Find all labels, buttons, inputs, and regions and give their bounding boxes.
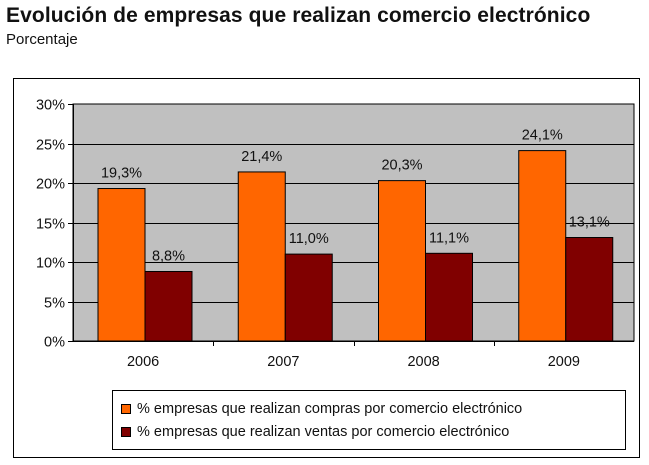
x-tick-label: 2009 bbox=[548, 354, 580, 370]
data-label-compras-2006: 19,3% bbox=[101, 166, 142, 182]
data-label-compras-2007: 21,4% bbox=[241, 149, 282, 165]
data-label-ventas-2006: 8,8% bbox=[152, 248, 185, 264]
data-label-compras-2009: 24,1% bbox=[522, 128, 563, 144]
legend-label-compras: % empresas que realizan compras por come… bbox=[137, 401, 523, 417]
y-tick-label: 25% bbox=[36, 138, 65, 154]
bar-ventas-2009 bbox=[565, 237, 614, 342]
x-tick-label: 2006 bbox=[127, 354, 159, 370]
y-tick-label: 20% bbox=[36, 177, 65, 193]
x-tick-label: 2008 bbox=[407, 354, 439, 370]
bar-compras-2008 bbox=[378, 180, 426, 342]
y-tick-label: 5% bbox=[44, 296, 65, 312]
bar-compras-2009 bbox=[518, 150, 567, 342]
chart-frame bbox=[13, 78, 640, 458]
y-tick-label: 30% bbox=[36, 98, 65, 114]
data-label-compras-2008: 20,3% bbox=[381, 158, 422, 174]
chart-legend: % empresas que realizan compras por come… bbox=[112, 390, 626, 450]
legend-swatch-compras bbox=[121, 404, 131, 414]
legend-item-compras: % empresas que realizan compras por come… bbox=[121, 400, 522, 418]
legend-swatch-ventas bbox=[121, 427, 131, 437]
bar-ventas-2006 bbox=[144, 270, 193, 342]
bar-ventas-2008 bbox=[425, 252, 473, 342]
y-tick-label: 0% bbox=[44, 335, 65, 351]
y-tick-label: 15% bbox=[36, 217, 65, 233]
bar-ventas-2007 bbox=[284, 253, 333, 342]
legend-item-ventas: % empresas que realizan ventas por comer… bbox=[121, 423, 509, 441]
bar-compras-2006 bbox=[97, 188, 146, 342]
chart-title: Evolución de empresas que realizan comer… bbox=[6, 4, 591, 27]
data-label-ventas-2007: 11,0% bbox=[289, 231, 329, 247]
chart-subtitle: Porcentaje bbox=[6, 31, 78, 48]
y-tick-label: 10% bbox=[36, 256, 65, 272]
data-label-ventas-2008: 11,1% bbox=[429, 230, 469, 246]
x-tick-label: 2007 bbox=[267, 354, 299, 370]
bar-compras-2007 bbox=[237, 171, 286, 342]
legend-label-ventas: % empresas que realizan ventas por comer… bbox=[137, 424, 510, 440]
data-label-ventas-2009: 13,1% bbox=[569, 215, 610, 231]
